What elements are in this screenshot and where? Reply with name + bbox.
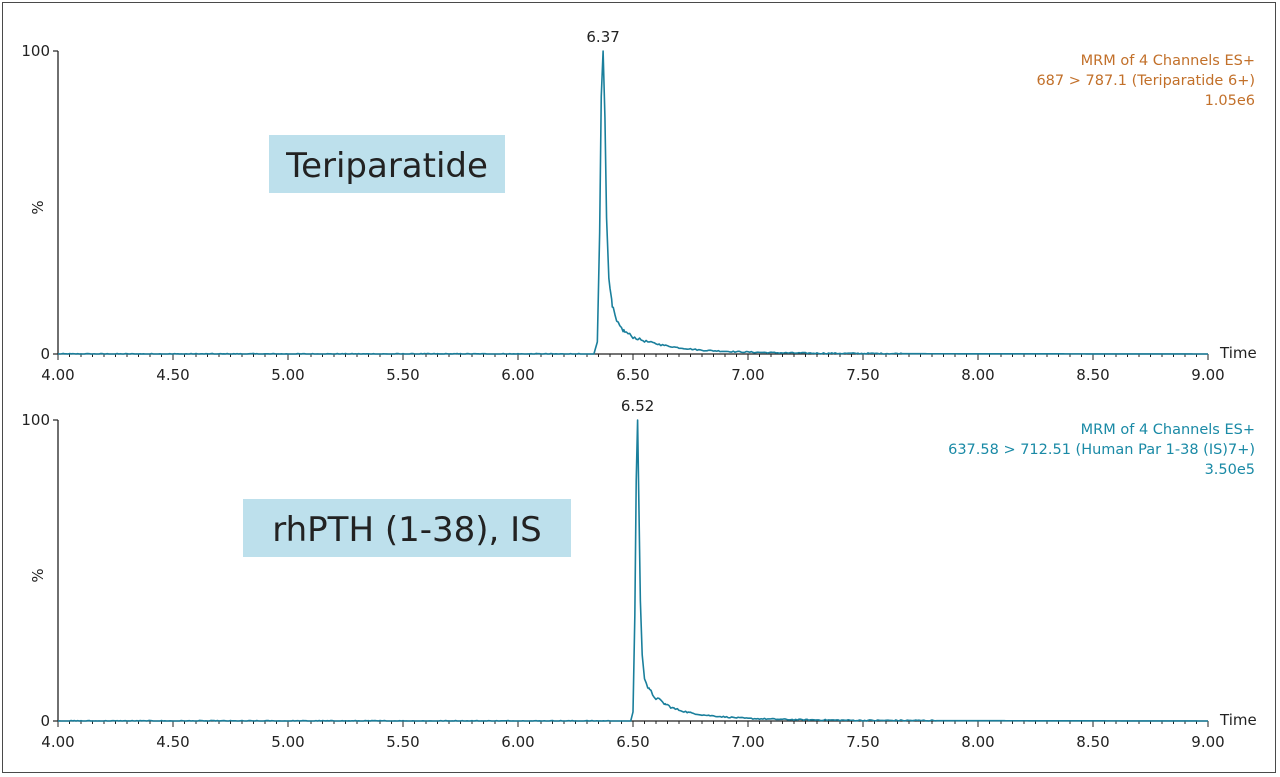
info-line: 637.58 > 712.51 (Human Par 1-38 (IS)7+) xyxy=(948,442,1255,458)
x-axis-label: Time xyxy=(1219,344,1257,362)
info-line: MRM of 4 Channels ES+ xyxy=(1081,422,1255,438)
y-tick-label: 0 xyxy=(40,345,50,363)
x-tick-label: 5.50 xyxy=(386,366,419,384)
x-tick-label: 8.00 xyxy=(961,733,994,751)
x-tick-label: 5.50 xyxy=(386,733,419,751)
x-tick-label: 8.50 xyxy=(1076,733,1109,751)
x-tick-label: 4.00 xyxy=(41,366,74,384)
x-tick-label: 6.00 xyxy=(501,366,534,384)
y-tick-label: 0 xyxy=(40,712,50,730)
y-tick-label: 100 xyxy=(21,42,50,60)
compound-label-box xyxy=(269,135,505,193)
info-line: 687 > 787.1 (Teriparatide 6+) xyxy=(1036,73,1255,89)
x-tick-label: 6.50 xyxy=(616,366,649,384)
info-line: 1.05e6 xyxy=(1205,93,1255,109)
info-line: 3.50e5 xyxy=(1205,462,1255,478)
y-axis-label: % xyxy=(29,568,47,582)
compound-label: rhPTH (1-38), IS xyxy=(272,510,542,550)
x-axis-label: Time xyxy=(1219,711,1257,729)
compound-label-box xyxy=(243,499,571,557)
x-tick-label: 4.50 xyxy=(156,733,189,751)
x-tick-label: 6.50 xyxy=(616,733,649,751)
y-tick-label: 100 xyxy=(21,411,50,429)
chromatogram-svg: Teriparatide 100 0% 4.00 4.50 5.00 5.50 6.00 6.5… xyxy=(21,28,1257,751)
chromatogram-trace xyxy=(57,50,1208,355)
x-tick-label: 9.00 xyxy=(1191,733,1224,751)
x-tick-label: 8.50 xyxy=(1076,366,1109,384)
x-tick-label: 5.00 xyxy=(271,733,304,751)
peak-time-label: 6.52 xyxy=(621,397,654,415)
chromatogram-trace xyxy=(57,419,1208,722)
x-tick-label: 9.00 xyxy=(1191,366,1224,384)
x-tick-label: 7.50 xyxy=(846,366,879,384)
x-tick-label: 8.00 xyxy=(961,366,994,384)
x-tick-label: 5.00 xyxy=(271,366,304,384)
info-line: MRM of 4 Channels ES+ xyxy=(1081,53,1255,69)
compound-label: Teriparatide xyxy=(285,146,488,186)
x-tick-label: 7.00 xyxy=(731,733,764,751)
peak-time-label: 6.37 xyxy=(586,28,619,46)
x-tick-label: 4.50 xyxy=(156,366,189,384)
x-tick-label: 7.00 xyxy=(731,366,764,384)
x-tick-label: 6.00 xyxy=(501,733,534,751)
x-tick-label: 7.50 xyxy=(846,733,879,751)
y-axis-label: % xyxy=(29,200,47,214)
x-tick-label: 4.00 xyxy=(41,733,74,751)
